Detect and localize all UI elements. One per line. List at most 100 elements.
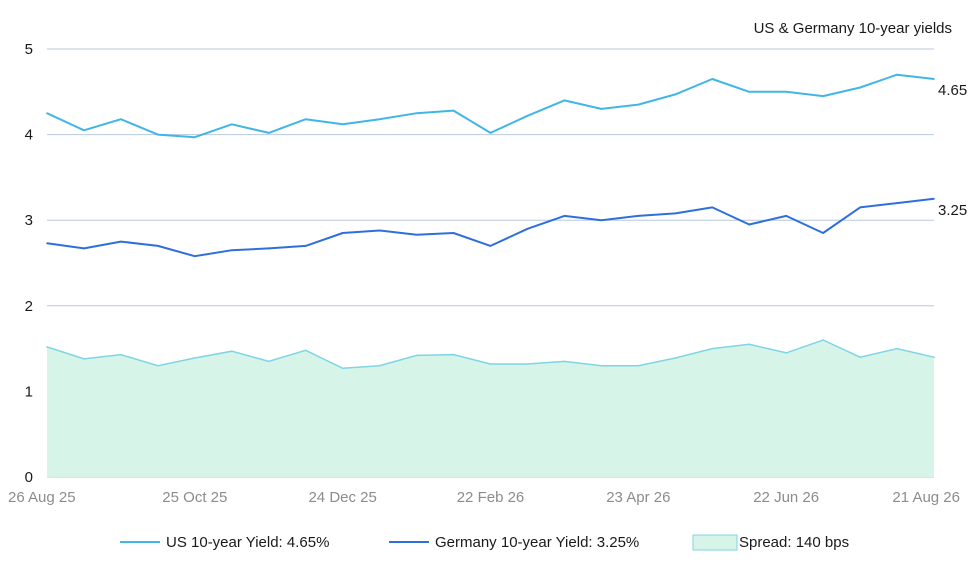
end-value-label: 3.25 [938,202,967,219]
y-tick-label: 1 [25,383,33,400]
data-point [674,212,677,215]
data-point [785,215,787,217]
spread-area [47,340,934,477]
x-tick-label: 22 Feb 26 [457,489,525,506]
data-point [563,215,566,217]
y-tick-label: 3 [25,212,33,229]
data-point [268,247,270,250]
data-point [415,354,418,357]
data-point [896,347,898,350]
data-point [489,245,492,247]
data-point [526,363,529,365]
data-point [711,347,714,350]
data-point [46,242,48,245]
data-point [785,91,787,93]
data-point [563,360,566,363]
data-point [711,78,714,80]
data-point [83,247,85,250]
data-point [120,118,122,120]
y-tick-label: 2 [25,298,33,315]
chart-title: US & Germany 10-year yields [754,20,952,37]
data-point [637,103,640,106]
series-line-1 [46,197,935,258]
x-tick-label: 23 Apr 26 [606,489,670,506]
data-point [304,349,307,352]
data-point [452,353,455,356]
data-point [600,108,603,110]
data-point [489,132,492,134]
data-point [748,343,750,346]
data-point [268,132,270,134]
data-point [46,346,48,348]
data-point [157,245,159,247]
data-point [341,367,344,370]
data-point [563,99,566,102]
data-point [452,109,455,112]
data-point [674,357,677,359]
data-point [415,234,418,236]
y-tick-label: 5 [25,41,33,58]
line-layer [46,73,935,370]
x-tick-label: 22 Jun 26 [753,489,819,506]
area-layer [46,339,935,477]
label-layer: 4.65 3.25 [938,82,967,219]
data-point [711,206,714,209]
data-point [896,202,898,204]
data-point [83,129,85,132]
data-point [785,352,787,354]
y-tick-label: 4 [25,127,33,144]
data-point [933,78,935,80]
series-line-0 [46,73,935,139]
data-point [231,249,233,251]
legend-label: Spread: 140 bps [739,534,849,551]
data-point [341,232,344,234]
data-point [83,358,85,360]
data-point [637,364,640,367]
data-point [933,198,935,200]
data-point [933,356,935,359]
data-point [748,91,750,93]
data-point [268,360,270,363]
data-point [378,229,381,232]
data-point [859,206,861,209]
x-tick-label: 25 Oct 25 [162,489,227,506]
data-point [120,353,122,356]
y-tick-label: 0 [25,469,33,486]
data-point [415,112,418,114]
data-point [341,123,344,126]
data-point [231,350,233,353]
data-point [378,118,381,120]
legend-label: US 10-year Yield: 4.65% [166,534,329,551]
x-tick-label: 21 Aug 26 [892,489,960,506]
x-tick-label: 26 Aug 25 [8,489,76,506]
data-point [120,240,122,243]
end-value-label: 4.65 [938,82,967,99]
data-point [231,123,233,126]
data-point [748,223,750,226]
data-point [452,232,455,234]
data-point [194,136,196,138]
data-point [674,93,677,96]
x-tick-label: 24 Dec 25 [308,489,376,506]
data-point [194,255,196,257]
grid-layer: 0 1 2 3 4 5 26 Aug 25 25 Oct 25 24 Dec 25 22 Feb … [8,41,960,506]
legend-label: Germany 10-year Yield: 3.25% [435,534,639,551]
data-point [157,364,159,367]
data-point [378,364,381,367]
data-point [526,115,529,117]
data-point [600,219,603,221]
data-point [489,363,492,365]
legend-swatch [692,534,738,551]
data-point [157,133,159,136]
data-point [822,95,824,97]
data-point [194,357,196,359]
data-point [637,215,640,217]
data-point [600,364,603,367]
data-point [859,356,861,359]
data-point [46,112,48,114]
data-point [859,86,861,89]
data-point [304,118,307,120]
data-point [304,245,307,247]
data-point [896,73,898,76]
